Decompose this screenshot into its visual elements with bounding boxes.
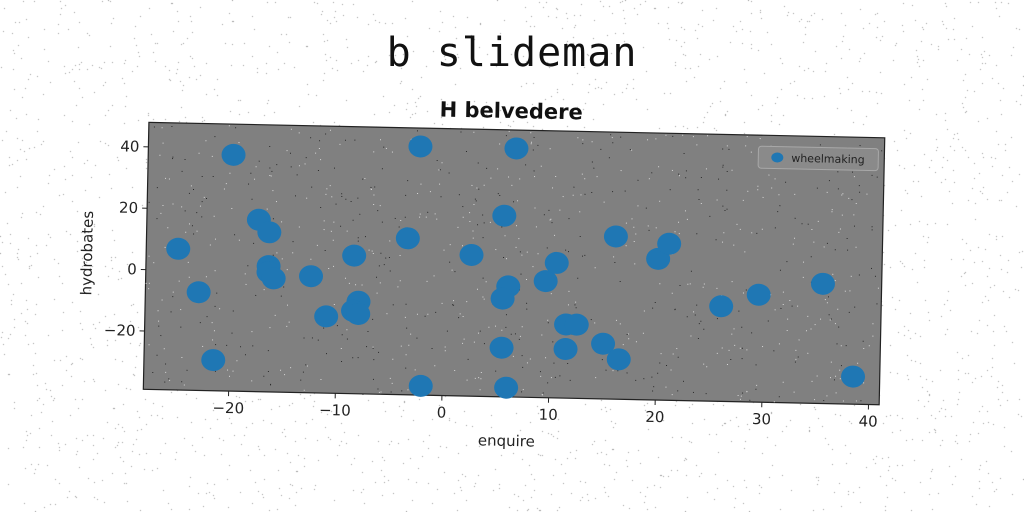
plot-noise bbox=[145, 125, 883, 404]
legend-marker bbox=[771, 152, 784, 163]
data-point bbox=[841, 365, 866, 388]
data-point bbox=[490, 287, 515, 310]
x-tick-label: 0 bbox=[437, 403, 447, 421]
data-point bbox=[533, 270, 558, 293]
data-point bbox=[603, 225, 628, 248]
x-tick-label: −20 bbox=[212, 399, 244, 418]
data-point bbox=[408, 135, 433, 158]
x-tick-label: −10 bbox=[319, 401, 351, 420]
y-axis-label: hydrobates bbox=[77, 210, 97, 295]
data-point bbox=[492, 204, 517, 227]
data-point bbox=[459, 243, 484, 266]
data-points bbox=[166, 135, 866, 399]
data-point bbox=[810, 272, 835, 295]
data-point bbox=[261, 267, 286, 290]
legend-label: wheelmaking bbox=[791, 152, 865, 167]
chart-title: H belvedere bbox=[439, 97, 583, 124]
x-tick-label: 20 bbox=[645, 408, 664, 426]
legend-box bbox=[757, 145, 879, 172]
data-point bbox=[504, 137, 529, 160]
x-tick-label: 30 bbox=[752, 410, 771, 428]
data-point bbox=[346, 302, 371, 325]
y-tick-label: −20 bbox=[104, 321, 136, 340]
data-point bbox=[221, 143, 246, 166]
y-axis-ticks: −20 0 20 40 bbox=[104, 137, 149, 340]
x-tick-label: 10 bbox=[538, 406, 557, 424]
y-tick-label: 20 bbox=[119, 199, 138, 217]
legend: wheelmaking bbox=[757, 145, 879, 172]
data-point bbox=[342, 244, 367, 267]
x-tick-label: 40 bbox=[858, 412, 877, 430]
data-point bbox=[746, 283, 771, 306]
data-point bbox=[564, 313, 589, 336]
figure-title: b slideman bbox=[386, 30, 638, 76]
data-point bbox=[494, 376, 519, 399]
data-point bbox=[186, 281, 211, 304]
data-point bbox=[257, 221, 282, 244]
data-point bbox=[709, 295, 734, 318]
data-point bbox=[591, 332, 616, 355]
data-point bbox=[489, 336, 514, 359]
y-tick-label: 40 bbox=[120, 137, 139, 155]
data-point bbox=[408, 374, 433, 397]
y-tick-label: 0 bbox=[127, 260, 137, 278]
data-point bbox=[299, 265, 324, 288]
x-axis-label: enquire bbox=[478, 431, 535, 450]
data-point bbox=[314, 305, 339, 328]
data-point bbox=[606, 348, 631, 371]
data-point bbox=[544, 251, 569, 274]
data-point bbox=[657, 232, 682, 255]
x-axis-ticks: −20 −10 0 10 20 30 40 bbox=[212, 391, 878, 431]
data-point bbox=[395, 227, 420, 250]
data-point bbox=[166, 237, 191, 260]
data-point bbox=[201, 349, 226, 372]
data-point bbox=[553, 338, 578, 361]
